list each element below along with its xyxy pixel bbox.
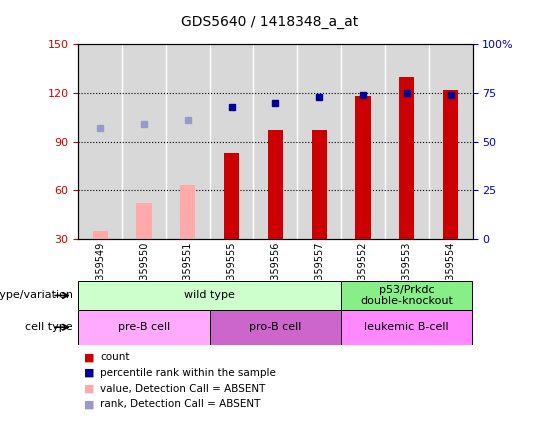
Text: ■: ■ <box>84 368 94 378</box>
Text: GDS5640 / 1418348_a_at: GDS5640 / 1418348_a_at <box>181 15 359 29</box>
Bar <box>312 130 327 239</box>
Bar <box>210 310 341 345</box>
Bar <box>341 281 472 310</box>
Text: ■: ■ <box>84 384 94 394</box>
Bar <box>399 77 415 239</box>
Text: cell type: cell type <box>25 322 73 332</box>
Bar <box>78 44 122 239</box>
Bar <box>355 96 370 239</box>
Bar <box>136 203 152 239</box>
Bar <box>166 44 210 239</box>
Text: ■: ■ <box>84 352 94 363</box>
Bar <box>92 231 108 239</box>
Bar <box>180 186 195 239</box>
Text: wild type: wild type <box>184 291 235 300</box>
Text: pre-B cell: pre-B cell <box>118 322 170 332</box>
Bar <box>341 44 385 239</box>
Text: value, Detection Call = ABSENT: value, Detection Call = ABSENT <box>100 384 265 394</box>
Bar <box>341 310 472 345</box>
Text: genotype/variation: genotype/variation <box>0 291 73 300</box>
Bar <box>210 44 253 239</box>
Text: pro-B cell: pro-B cell <box>249 322 301 332</box>
Bar <box>298 44 341 239</box>
Bar <box>429 44 472 239</box>
Bar <box>443 90 458 239</box>
Text: leukemic B-cell: leukemic B-cell <box>364 322 449 332</box>
Bar <box>253 44 298 239</box>
Bar <box>268 130 283 239</box>
Text: ■: ■ <box>84 399 94 409</box>
Bar <box>122 44 166 239</box>
Text: count: count <box>100 352 130 363</box>
Bar <box>78 310 210 345</box>
Text: rank, Detection Call = ABSENT: rank, Detection Call = ABSENT <box>100 399 260 409</box>
Text: p53/Prkdc
double-knockout: p53/Prkdc double-knockout <box>360 285 453 306</box>
Text: percentile rank within the sample: percentile rank within the sample <box>100 368 276 378</box>
Bar <box>78 281 341 310</box>
Bar <box>224 153 239 239</box>
Bar <box>385 44 429 239</box>
